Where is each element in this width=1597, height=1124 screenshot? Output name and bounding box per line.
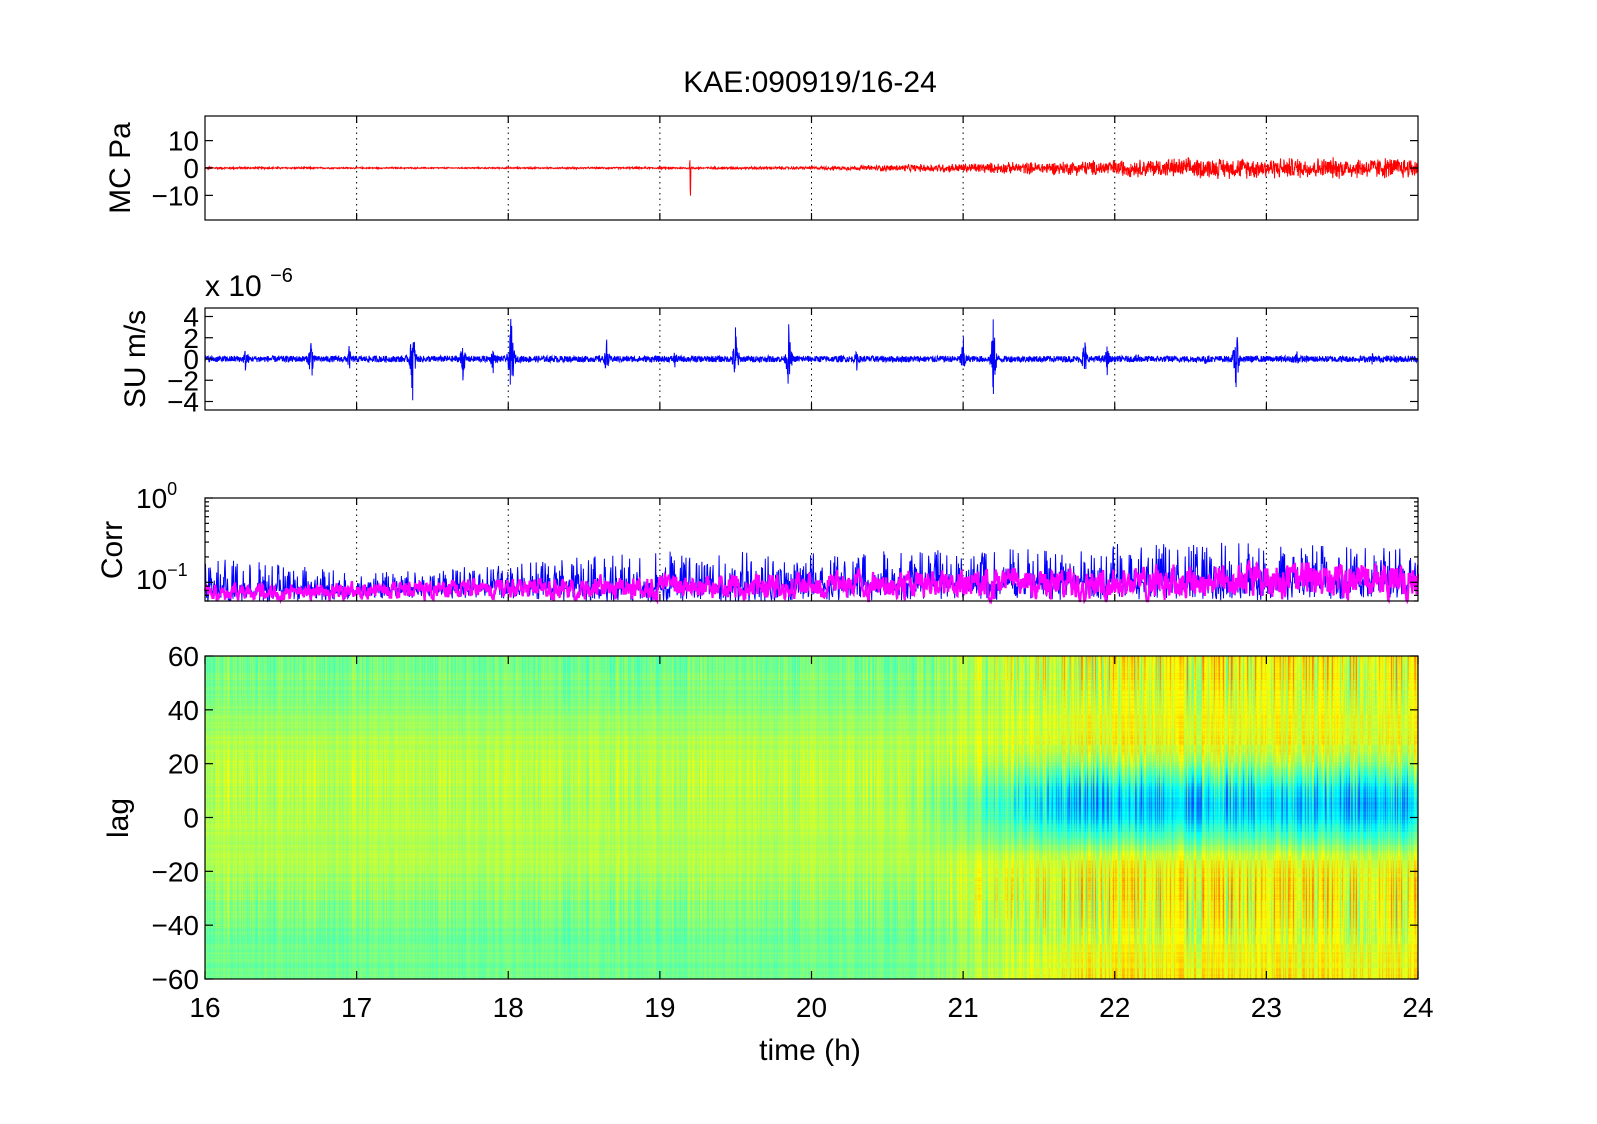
y-tick-label: 0 (183, 803, 199, 834)
y-tick-label: −4 (167, 387, 199, 418)
y-tick-label: −60 (152, 964, 200, 995)
y-tick-label: 60 (168, 641, 199, 672)
y-tick-label: 0 (183, 344, 199, 375)
su-ylabel: SU m/s (119, 310, 152, 408)
x-tick-label: 20 (796, 992, 827, 1023)
mc-trace (204, 157, 1419, 196)
corr-panel: Corr 100 10−1 (96, 479, 1420, 605)
figure-title: KAE:090919/16-24 (683, 66, 937, 99)
x-tick-label: 17 (341, 992, 372, 1023)
corr-ytick-label: 10−1 (136, 560, 188, 595)
su-exponent-label: x 10 −6 (205, 265, 293, 303)
y-tick-label: −40 (152, 910, 200, 941)
lag-heatmap (205, 656, 1418, 979)
su-trace (204, 318, 1419, 401)
mc-grid (356, 116, 1267, 220)
y-tick-label: 40 (168, 695, 199, 726)
mc-ylabel: MC Pa (104, 122, 137, 214)
x-tick-label: 24 (1402, 992, 1433, 1023)
y-tick-label: 10 (168, 126, 199, 157)
corr-smooth-trace (203, 560, 1420, 605)
y-tick-label: 4 (183, 302, 199, 333)
x-axis-label: time (h) (759, 1034, 861, 1067)
x-tick-label: 18 (493, 992, 524, 1023)
x-tick-label: 19 (644, 992, 675, 1023)
y-tick-label: 20 (168, 749, 199, 780)
corr-ytick-label: 100 (136, 479, 177, 514)
corr-grid (356, 498, 1267, 601)
corr-ticks (205, 497, 1418, 602)
lag-panel: −60 −40 −20 0 20 40 60 16 17 18 19 20 21 22 23 24 lag t… (102, 641, 1434, 1067)
lag-ylabel: lag (102, 798, 135, 838)
x-tick-label: 22 (1099, 992, 1130, 1023)
y-tick-label: 2 (183, 323, 199, 354)
su-exponent-power: −6 (270, 265, 293, 287)
corr-ylabel: Corr (96, 521, 129, 579)
x-tick-label: 23 (1251, 992, 1282, 1023)
y-tick-label: −10 (152, 180, 200, 211)
lag-ticks: −60 −40 −20 0 20 40 60 16 17 18 19 20 21 22 23 24 (152, 641, 1434, 1023)
y-tick-label: 0 (183, 153, 199, 184)
y-tick-label: −20 (152, 856, 200, 887)
su-exponent-base: x 10 (205, 270, 262, 303)
x-tick-label: 21 (948, 992, 979, 1023)
x-tick-label: 16 (189, 992, 220, 1023)
y-tick-label: −2 (167, 365, 199, 396)
